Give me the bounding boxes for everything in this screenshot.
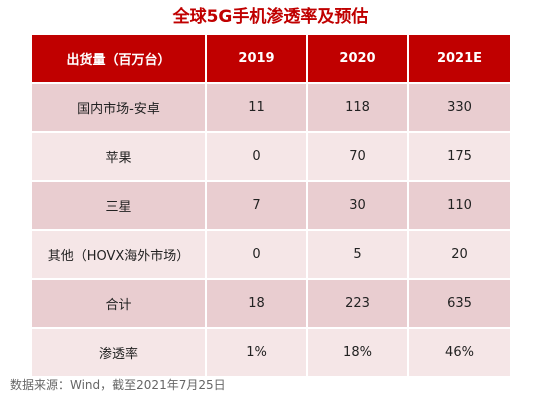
- table-cell: 18%: [306, 327, 408, 376]
- row-label: 三星: [32, 180, 206, 230]
- table-cell: 70: [306, 131, 408, 181]
- table-cell: 46%: [407, 327, 510, 376]
- page-title: 全球5G手机渗透率及预估: [172, 7, 369, 27]
- table-row: 其他（HOVX海外市场） 0 5 20: [32, 229, 510, 279]
- table-row-penetration: 渗透率 1% 18% 46%: [32, 327, 510, 376]
- table-cell: 118: [306, 82, 408, 132]
- table-cell: 175: [407, 131, 510, 181]
- table-cell: 7: [205, 180, 307, 230]
- table-row: 国内市场-安卓 11 118 330: [32, 82, 510, 132]
- table-cell: 18: [205, 278, 307, 328]
- row-label: 其他（HOVX海外市场）: [32, 229, 206, 279]
- table-cell: 20: [407, 229, 510, 279]
- header-2019: 2019: [205, 35, 307, 83]
- row-label: 国内市场-安卓: [32, 82, 206, 132]
- table-cell: 5: [306, 229, 408, 279]
- table-cell: 223: [306, 278, 408, 328]
- table-cell: 0: [205, 229, 307, 279]
- table-cell: 1%: [205, 327, 307, 376]
- table-cell: 11: [205, 82, 307, 132]
- row-label: 苹果: [32, 131, 206, 181]
- table-cell: 110: [407, 180, 510, 230]
- shipment-table: 出货量（百万台） 2019 2020 2021E 国内市场-安卓 11 118 …: [32, 35, 510, 376]
- table-cell: 0: [205, 131, 307, 181]
- table-row: 三星 7 30 110: [32, 180, 510, 230]
- row-label: 合计: [32, 278, 206, 328]
- row-label: 渗透率: [32, 327, 206, 376]
- table-row: 苹果 0 70 175: [32, 131, 510, 181]
- header-2021e: 2021E: [407, 35, 510, 83]
- header-2020: 2020: [306, 35, 408, 83]
- table-cell: 30: [306, 180, 408, 230]
- table-row-total: 合计 18 223 635: [32, 278, 510, 328]
- table-cell: 635: [407, 278, 510, 328]
- table-cell: 330: [407, 82, 510, 132]
- header-category: 出货量（百万台）: [32, 35, 206, 83]
- table-header-row: 出货量（百万台） 2019 2020 2021E: [32, 35, 510, 83]
- source-note: 数据来源：Wind，截至2021年7月25日: [10, 378, 226, 392]
